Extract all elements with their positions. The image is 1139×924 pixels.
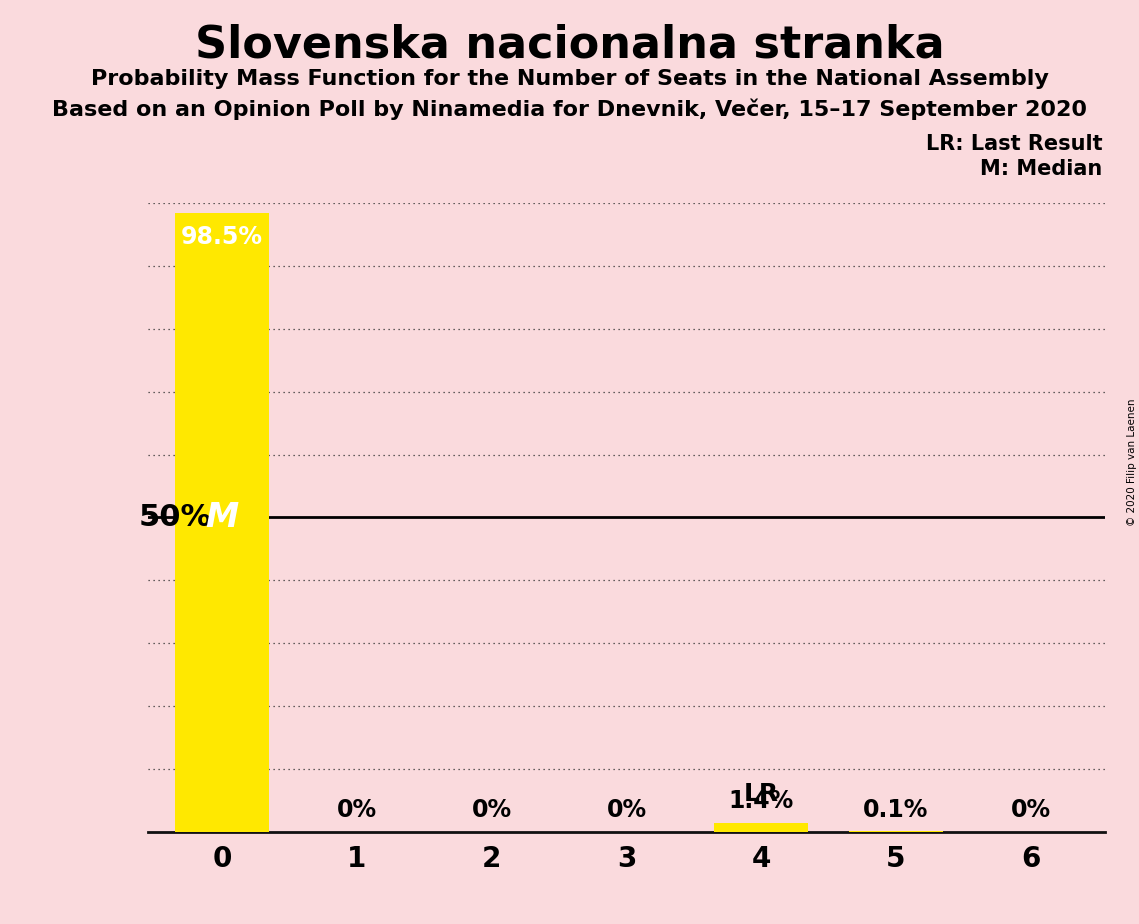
Text: 98.5%: 98.5% <box>181 225 263 249</box>
Text: Probability Mass Function for the Number of Seats in the National Assembly: Probability Mass Function for the Number… <box>91 69 1048 90</box>
Bar <box>175 213 269 832</box>
Text: M: M <box>205 501 239 534</box>
Text: LR: Last Result: LR: Last Result <box>926 134 1103 154</box>
Text: 0%: 0% <box>606 798 647 822</box>
Text: 0%: 0% <box>1010 798 1051 822</box>
Text: 1.4%: 1.4% <box>729 789 794 813</box>
Text: 0%: 0% <box>472 798 511 822</box>
Text: © 2020 Filip van Laenen: © 2020 Filip van Laenen <box>1126 398 1137 526</box>
Text: Based on an Opinion Poll by Ninamedia for Dnevnik, Večer, 15–17 September 2020: Based on an Opinion Poll by Ninamedia fo… <box>52 99 1087 120</box>
Text: 0%: 0% <box>337 798 377 822</box>
Text: Slovenska nacionalna stranka: Slovenska nacionalna stranka <box>195 23 944 67</box>
Text: LR: LR <box>744 783 779 807</box>
Text: 0.1%: 0.1% <box>863 797 928 821</box>
Bar <box>714 822 809 832</box>
Text: M: Median: M: Median <box>981 159 1103 179</box>
Text: 50%: 50% <box>139 503 212 532</box>
